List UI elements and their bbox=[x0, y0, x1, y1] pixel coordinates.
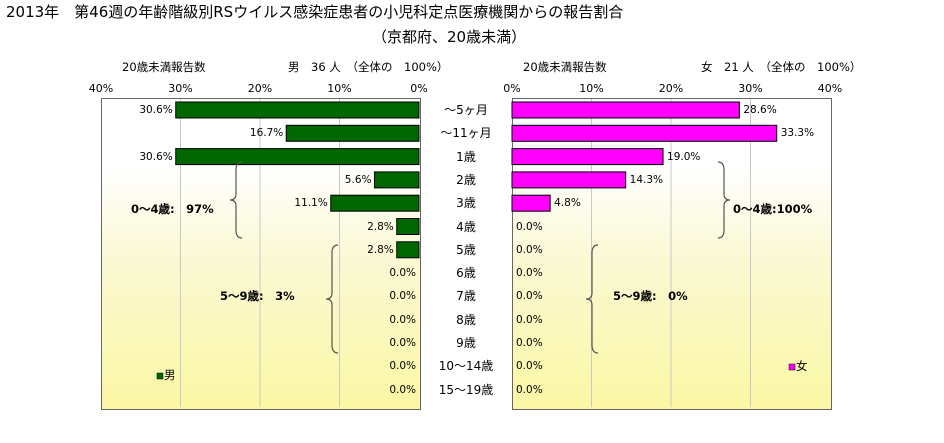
category-label: 8歳 bbox=[456, 312, 476, 327]
male-bar bbox=[396, 218, 420, 235]
category-label: 6歳 bbox=[456, 266, 476, 281]
female-data-label: 0.0% bbox=[516, 220, 543, 233]
female-tick-label: 20% bbox=[658, 82, 684, 95]
female-brace-0-4 bbox=[717, 161, 731, 239]
male-data-label: 0.0% bbox=[389, 313, 416, 326]
female-data-label: 4.8% bbox=[554, 197, 581, 210]
male-data-label: 0.0% bbox=[389, 337, 416, 349]
male-data-label: 0.0% bbox=[389, 290, 416, 303]
male-data-label: 0.0% bbox=[389, 383, 416, 396]
category-label: ～5ヶ月 bbox=[444, 103, 488, 117]
female-tick-label: 40% bbox=[817, 82, 843, 95]
female-data-label: 33.3% bbox=[780, 127, 815, 140]
female-data-label: 0.0% bbox=[516, 243, 543, 256]
female-tick-label: 0% bbox=[503, 82, 521, 95]
female-bar bbox=[511, 101, 740, 119]
male-header: 男 36 人 （全体の 100%） bbox=[288, 60, 449, 74]
category-label: 3歳 bbox=[456, 196, 476, 211]
male-legend-swatch bbox=[156, 372, 164, 380]
male-data-label: 30.6% bbox=[139, 150, 173, 163]
category-label: 7歳 bbox=[456, 289, 476, 304]
female-bar bbox=[511, 171, 627, 189]
male-tick-label: 30% bbox=[168, 82, 193, 95]
male-bar bbox=[175, 148, 420, 166]
male-bar bbox=[285, 124, 420, 142]
female-data-label: 19.0% bbox=[667, 150, 701, 163]
male-bar bbox=[373, 171, 420, 189]
female-legend-label: 女 bbox=[796, 359, 808, 373]
female-annotation-5-9: 5～9歳: 0% bbox=[613, 289, 688, 303]
male-tick-label: 0% bbox=[410, 82, 428, 95]
category-label: 5歳 bbox=[456, 242, 476, 257]
male-data-label: 2.8% bbox=[367, 243, 394, 256]
male-tick-label: 10% bbox=[327, 82, 352, 95]
female-data-label: 0.0% bbox=[516, 290, 543, 303]
male-data-label: 0.0% bbox=[389, 360, 416, 373]
category-label: 2歳 bbox=[456, 172, 476, 187]
category-label: 4歳 bbox=[456, 219, 476, 234]
female-data-label: 0.0% bbox=[516, 267, 543, 280]
male-data-label: 11.1% bbox=[294, 197, 328, 210]
category-label: 9歳 bbox=[456, 336, 476, 350]
male-brace-0-4 bbox=[229, 161, 243, 239]
female-bar bbox=[511, 194, 551, 212]
category-label: 10～14歳 bbox=[438, 359, 494, 374]
male-legend-label: 男 bbox=[164, 368, 176, 382]
female-bar bbox=[511, 148, 664, 166]
male-brace-5-9 bbox=[325, 244, 339, 354]
chart-subtitle: （京都府、20歳未満） bbox=[372, 28, 527, 46]
male-axis-label: 20歳未満報告数 bbox=[122, 60, 206, 74]
female-legend-swatch bbox=[788, 363, 796, 371]
female-tick-label: 30% bbox=[738, 82, 763, 95]
male-annotation-5-9: 5～9歳: 3% bbox=[220, 289, 295, 303]
female-data-label: 0.0% bbox=[516, 383, 543, 396]
female-data-label: 28.6% bbox=[743, 104, 777, 116]
female-data-label: 0.0% bbox=[516, 360, 543, 373]
female-data-label: 0.0% bbox=[516, 313, 543, 326]
male-tick-label: 20% bbox=[247, 82, 273, 95]
male-data-label: 30.6% bbox=[139, 104, 173, 116]
female-axis-label: 20歳未満報告数 bbox=[523, 60, 607, 74]
category-label: 15～19歳 bbox=[438, 382, 494, 397]
male-tick-label: 40% bbox=[88, 82, 114, 95]
female-header: 女 21 人 （全体の 100%） bbox=[701, 60, 862, 74]
male-bar bbox=[396, 241, 420, 259]
male-data-label: 16.7% bbox=[249, 127, 284, 140]
male-data-label: 5.6% bbox=[344, 173, 372, 186]
female-data-label: 14.3% bbox=[629, 173, 664, 186]
category-label: 1歳 bbox=[456, 149, 476, 164]
category-label: ～11ヶ月 bbox=[440, 126, 492, 141]
female-bar bbox=[511, 124, 778, 142]
male-bar bbox=[330, 194, 420, 212]
chart-title: 2013年 第46週の年齢階級別RSウイルス感染症患者の小児科定点医療機関からの… bbox=[6, 3, 624, 21]
female-tick-label: 10% bbox=[579, 82, 604, 95]
female-data-label: 0.0% bbox=[516, 337, 543, 349]
female-annotation-0-4: 0～4歳:100% bbox=[733, 202, 813, 216]
male-data-label: 0.0% bbox=[389, 267, 416, 280]
male-annotation-0-4: 0～4歳: 97% bbox=[131, 202, 214, 216]
male-data-label: 2.8% bbox=[367, 220, 394, 233]
female-brace-5-9 bbox=[585, 244, 599, 354]
male-bar bbox=[175, 101, 420, 119]
